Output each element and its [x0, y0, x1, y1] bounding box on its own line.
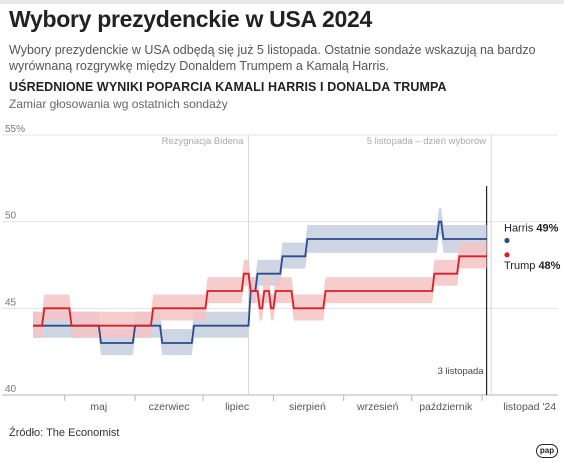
band-trump — [33, 242, 487, 338]
x-tick-label: lipiec — [225, 401, 249, 413]
end-label-value: 48% — [538, 260, 560, 272]
x-tick-label: czerwiec — [149, 401, 190, 413]
x-tick-label: październik — [419, 401, 473, 413]
end-label-name: Harris — [504, 223, 536, 235]
end-label-name: Trump — [504, 260, 538, 272]
x-tick-label: wrzesień — [356, 401, 399, 413]
y-tick-label: 40 — [5, 384, 17, 395]
grid-layer — [2, 134, 558, 401]
end-dot-trump — [504, 252, 510, 258]
series-line-trump — [33, 255, 487, 327]
x-tick-label: sierpień — [289, 401, 326, 413]
line-layer — [33, 220, 510, 344]
end-label-value: 49% — [536, 223, 558, 235]
top-border — [0, 0, 564, 4]
y-tick-label: 55% — [5, 124, 25, 135]
annotation-label: 5 listopada – dzień wyborów — [367, 136, 486, 147]
y-tick-label: 50 — [5, 211, 17, 222]
annotation-label: 3 listopada — [438, 366, 485, 377]
annotation-label: Rezygnacja Bidena — [162, 136, 245, 147]
end-label-harris: Harris 49% — [504, 223, 559, 235]
chart-heading: UŚREDNIONE WYNIKI POPARCIA KAMALI HARRIS… — [9, 80, 447, 94]
x-tick-label: maj — [90, 401, 107, 413]
label-layer: 40 45 50 55% maj czerwiec lipiec sierpień wrzesi… — [5, 124, 561, 413]
end-dot-harris — [504, 237, 510, 244]
chart-subheading: Zamiar głosowania wg ostatnich sondaży — [9, 97, 228, 111]
page-subtitle: Wybory prezydenckie w USA odbędą się już… — [9, 43, 536, 73]
y-tick-label: 45 — [5, 297, 17, 308]
band-layer — [33, 207, 487, 356]
page-title: Wybory prezydenckie w USA 2024 — [9, 6, 372, 32]
source-note: Źródło: The Economist — [9, 427, 120, 439]
pap-logo: pap — [536, 444, 558, 458]
end-label-trump: Trump 48% — [504, 260, 561, 272]
poll-chart: 40 45 50 55% maj czerwiec lipiec sierpień wrzesi… — [2, 124, 561, 413]
x-tick-label: listopad '24 — [503, 401, 556, 413]
